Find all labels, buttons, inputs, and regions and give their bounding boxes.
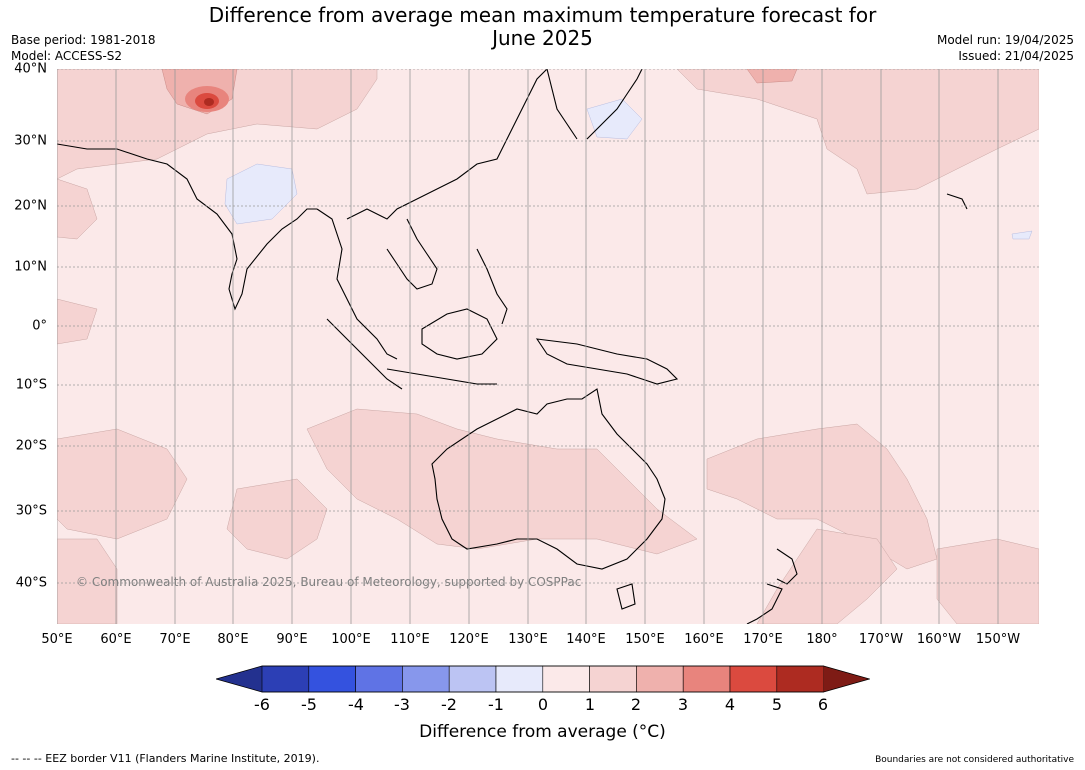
lon-label: 170°W (858, 632, 904, 647)
lon-label: 120°E (449, 632, 489, 647)
model-info: Base period: 1981-2018 Model: ACCESS-S2 (11, 32, 156, 64)
colorbar-segment (261, 665, 310, 693)
colorbar-segment (448, 665, 497, 693)
map-title: Difference from average mean maximum tem… (0, 4, 1085, 50)
colorbar-tick: -1 (488, 695, 504, 714)
colorbar-tick: 0 (537, 695, 549, 714)
base-period: Base period: 1981-2018 (11, 33, 156, 47)
lon-label: 150°E (625, 632, 665, 647)
colorbar-tick: 2 (630, 695, 642, 714)
lat-label: 30°S (15, 503, 47, 519)
colorbar-tick: -4 (348, 695, 364, 714)
title-line-1: Difference from average mean maximum tem… (208, 3, 877, 27)
colorbar-outline (216, 665, 870, 693)
colorbar-tick: 5 (771, 695, 783, 714)
colorbar-tick: 3 (677, 695, 689, 714)
coastlines (57, 69, 968, 624)
lon-label: 140°E (566, 632, 606, 647)
lat-label: 10°S (15, 377, 47, 393)
copyright-notice: © Commonwealth of Australia 2025, Bureau… (76, 575, 582, 589)
colorbar-segment (308, 665, 356, 693)
colorbar-extend-high (823, 666, 870, 692)
lat-label: 40°S (15, 575, 47, 591)
boundaries-disclaimer: Boundaries are not considered authoritat… (875, 755, 1074, 765)
lon-label: 170°E (743, 632, 783, 647)
lat-label: 40°N (14, 61, 47, 77)
colorbar-segment (636, 665, 684, 693)
lon-label: 160°W (916, 632, 962, 647)
lat-label: 20°N (14, 198, 47, 214)
lat-label: 30°N (14, 133, 47, 149)
anomaly-field-5-6 (204, 98, 214, 106)
colorbar-segment (495, 665, 544, 693)
lon-label: 80°E (217, 632, 249, 647)
lon-label: 60°E (100, 632, 132, 647)
colorbar-label: Difference from average (°C) (419, 722, 666, 742)
colorbar-tick: -3 (394, 695, 410, 714)
colorbar-tick: -5 (301, 695, 317, 714)
colorbar (216, 665, 870, 693)
colorbar-segment (355, 665, 403, 693)
lon-label: 70°E (159, 632, 191, 647)
model-name: Model: ACCESS-S2 (11, 49, 123, 63)
colorbar-segment (589, 665, 637, 693)
colorbar-extend-low (216, 666, 262, 692)
title-line-2: June 2025 (492, 26, 593, 50)
colorbar-segment (682, 665, 731, 693)
lon-label: 160°E (684, 632, 724, 647)
colorbar-tick: -6 (254, 695, 270, 714)
lon-label: 180° (806, 632, 838, 647)
lon-label: 90°E (276, 632, 308, 647)
colorbar-tick: 6 (817, 695, 829, 714)
lat-label: 20°S (15, 438, 47, 454)
lat-label: 10°N (14, 259, 47, 275)
graticule (57, 69, 1039, 624)
issued-date: Issued: 21/04/2025 (958, 49, 1074, 63)
colorbar-tick: -2 (441, 695, 457, 714)
colorbar-tick: 4 (724, 695, 736, 714)
lon-label: 150°W (975, 632, 1021, 647)
model-run: Model run: 19/04/2025 (936, 33, 1074, 47)
lat-label: 0° (32, 318, 47, 334)
colorbar-segment (402, 665, 450, 693)
run-info: Model run: 19/04/2025 Issued: 21/04/2025 (937, 32, 1074, 64)
lon-label: 100°E (331, 632, 371, 647)
lon-label: 110°E (390, 632, 430, 647)
lon-label: 50°E (41, 632, 73, 647)
lon-label: 130°E (508, 632, 548, 647)
colorbar-segment (776, 665, 824, 693)
colorbar-segment (729, 665, 778, 693)
colorbar-segment (542, 665, 590, 693)
forecast-map (57, 69, 1039, 624)
colorbar-tick: 1 (584, 695, 596, 714)
eez-border-note: -- -- -- EEZ border V11 (Flanders Marine… (11, 752, 320, 765)
anomaly-field-neg (224, 98, 1033, 240)
